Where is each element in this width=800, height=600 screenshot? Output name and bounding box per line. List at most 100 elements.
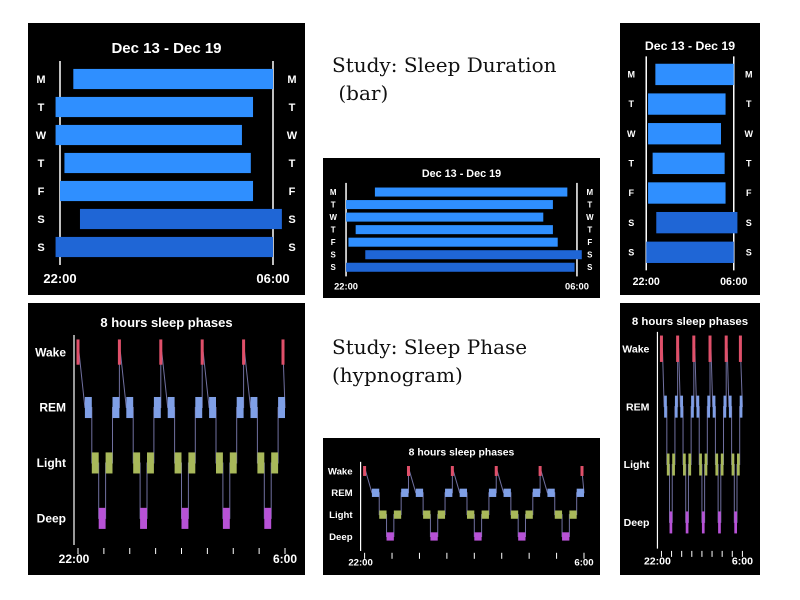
light-phase-block bbox=[393, 510, 402, 519]
rem-phase-block bbox=[712, 395, 716, 418]
light-phase-block bbox=[105, 452, 113, 474]
day-label-right: S bbox=[288, 242, 295, 254]
sleep-bar bbox=[355, 225, 553, 235]
day-label-right: T bbox=[746, 159, 752, 169]
phase-level-label: Light bbox=[37, 456, 66, 470]
light-phase-block bbox=[423, 510, 431, 519]
day-label-left: W bbox=[627, 129, 636, 139]
day-label-right: T bbox=[289, 102, 296, 114]
day-label-right: F bbox=[587, 238, 592, 247]
phase-level-label: REM bbox=[626, 401, 650, 413]
phase-level-label: Deep bbox=[624, 517, 650, 529]
tick-label-start: 22:00 bbox=[43, 271, 76, 286]
rem-phase-block bbox=[371, 488, 380, 497]
rem-phase-block bbox=[691, 395, 694, 418]
rem-phase-block bbox=[547, 488, 555, 497]
rem-phase-block bbox=[112, 396, 120, 419]
sleep-bar bbox=[55, 236, 273, 258]
sleep-bar bbox=[346, 212, 544, 222]
wake-spike bbox=[538, 466, 542, 476]
light-phase-block bbox=[379, 510, 387, 519]
rem-phase-block bbox=[739, 395, 743, 418]
light-phase-block bbox=[525, 510, 533, 519]
light-phase-block bbox=[569, 510, 577, 519]
light-phase-block bbox=[188, 452, 196, 474]
deep-phase-block bbox=[386, 532, 394, 541]
rem-phase-block bbox=[723, 395, 727, 418]
light-phase-block bbox=[704, 453, 708, 476]
phase-level-label: REM bbox=[39, 401, 66, 415]
rem-phase-block bbox=[153, 396, 161, 419]
wake-spike bbox=[450, 466, 454, 476]
tick-label-end: 06:00 bbox=[720, 276, 747, 288]
deep-phase-block bbox=[474, 532, 482, 541]
deep-phase-block bbox=[140, 507, 147, 529]
tick-label-start: 22:00 bbox=[633, 276, 660, 288]
light-phase-block bbox=[147, 452, 154, 474]
deep-phase-block bbox=[669, 511, 673, 534]
day-label-right: M bbox=[745, 70, 753, 80]
deep-phase-block bbox=[98, 507, 106, 529]
sleep-bar bbox=[648, 93, 726, 115]
day-label-right: W bbox=[287, 130, 298, 142]
day-label-left: F bbox=[331, 238, 336, 247]
sleep-bar bbox=[60, 180, 254, 202]
day-label-right: T bbox=[587, 200, 592, 209]
hypnogram-line bbox=[78, 351, 286, 519]
light-phase-block bbox=[229, 452, 237, 474]
sleep-bar bbox=[55, 96, 254, 118]
sleep-phase-study-title: Study: Sleep Phase bbox=[332, 335, 528, 359]
hypnogram-line bbox=[364, 470, 585, 537]
sleep-bar bbox=[365, 250, 582, 260]
chart-title: 8 hours sleep phases bbox=[632, 316, 748, 328]
light-phase-block bbox=[174, 452, 182, 474]
day-label-left: M bbox=[36, 74, 45, 86]
sleep-bar bbox=[646, 241, 734, 263]
sleep-bar bbox=[55, 124, 242, 146]
rem-phase-block bbox=[415, 488, 424, 497]
sleep-duration-study-title: Study: Sleep Duration bbox=[332, 53, 557, 77]
deep-phase-block bbox=[264, 507, 272, 529]
deep-phase-block bbox=[734, 511, 738, 534]
day-label-right: S bbox=[587, 263, 592, 272]
light-phase-block bbox=[683, 453, 686, 476]
wake-spike bbox=[159, 339, 163, 365]
light-phase-block bbox=[271, 452, 279, 474]
light-phase-block bbox=[715, 453, 719, 476]
light-phase-block bbox=[133, 452, 141, 474]
light-phase-block bbox=[720, 453, 724, 476]
rem-phase-block bbox=[126, 396, 134, 419]
sleep-bar bbox=[656, 211, 738, 234]
rem-phase-block bbox=[250, 396, 258, 419]
day-label-left: W bbox=[329, 213, 337, 222]
light-phase-block bbox=[699, 453, 702, 476]
phase-chart-svg: 8 hours sleep phases Wake REM Light Deep 22:0… bbox=[328, 447, 594, 568]
duration-chart-svg: Dec 13 - Dec 19M MT TW WT TF FS SS S22:00 06:00 bbox=[627, 39, 754, 288]
day-label-right: W bbox=[586, 213, 594, 222]
light-phase-block bbox=[731, 453, 735, 476]
rem-phase-block bbox=[195, 396, 203, 419]
wake-spike bbox=[676, 335, 680, 362]
day-label-left: S bbox=[331, 250, 336, 259]
light-phase-block bbox=[737, 453, 740, 476]
rem-phase-block bbox=[696, 395, 700, 418]
wake-spike bbox=[200, 339, 204, 365]
phase-level-label: REM bbox=[331, 488, 352, 499]
day-label-left: M bbox=[627, 70, 635, 80]
chart-title: Dec 13 - Dec 19 bbox=[111, 40, 221, 57]
tick-label-start: 22:00 bbox=[334, 281, 358, 291]
tick-label-end: 6:00 bbox=[273, 552, 297, 566]
day-label-left: T bbox=[331, 225, 336, 234]
day-label-right: W bbox=[745, 129, 754, 139]
phase-level-label: Wake bbox=[35, 345, 66, 359]
wake-spike bbox=[708, 335, 712, 362]
day-label-right: M bbox=[587, 188, 594, 197]
wake-spike bbox=[494, 466, 498, 476]
day-label-left: T bbox=[628, 159, 634, 169]
day-label-left: S bbox=[628, 218, 634, 228]
duration-chart-svg: Dec 13 - Dec 19M MT TW WT TF FS SS S22:00 06:00 bbox=[329, 168, 594, 291]
rem-phase-block bbox=[236, 396, 244, 419]
day-label-left: S bbox=[628, 247, 634, 257]
day-label-right: S bbox=[288, 214, 295, 226]
sleep-phase-chart-large: 8 hours sleep phases Wake REM Light Deep 22:0… bbox=[28, 303, 305, 575]
